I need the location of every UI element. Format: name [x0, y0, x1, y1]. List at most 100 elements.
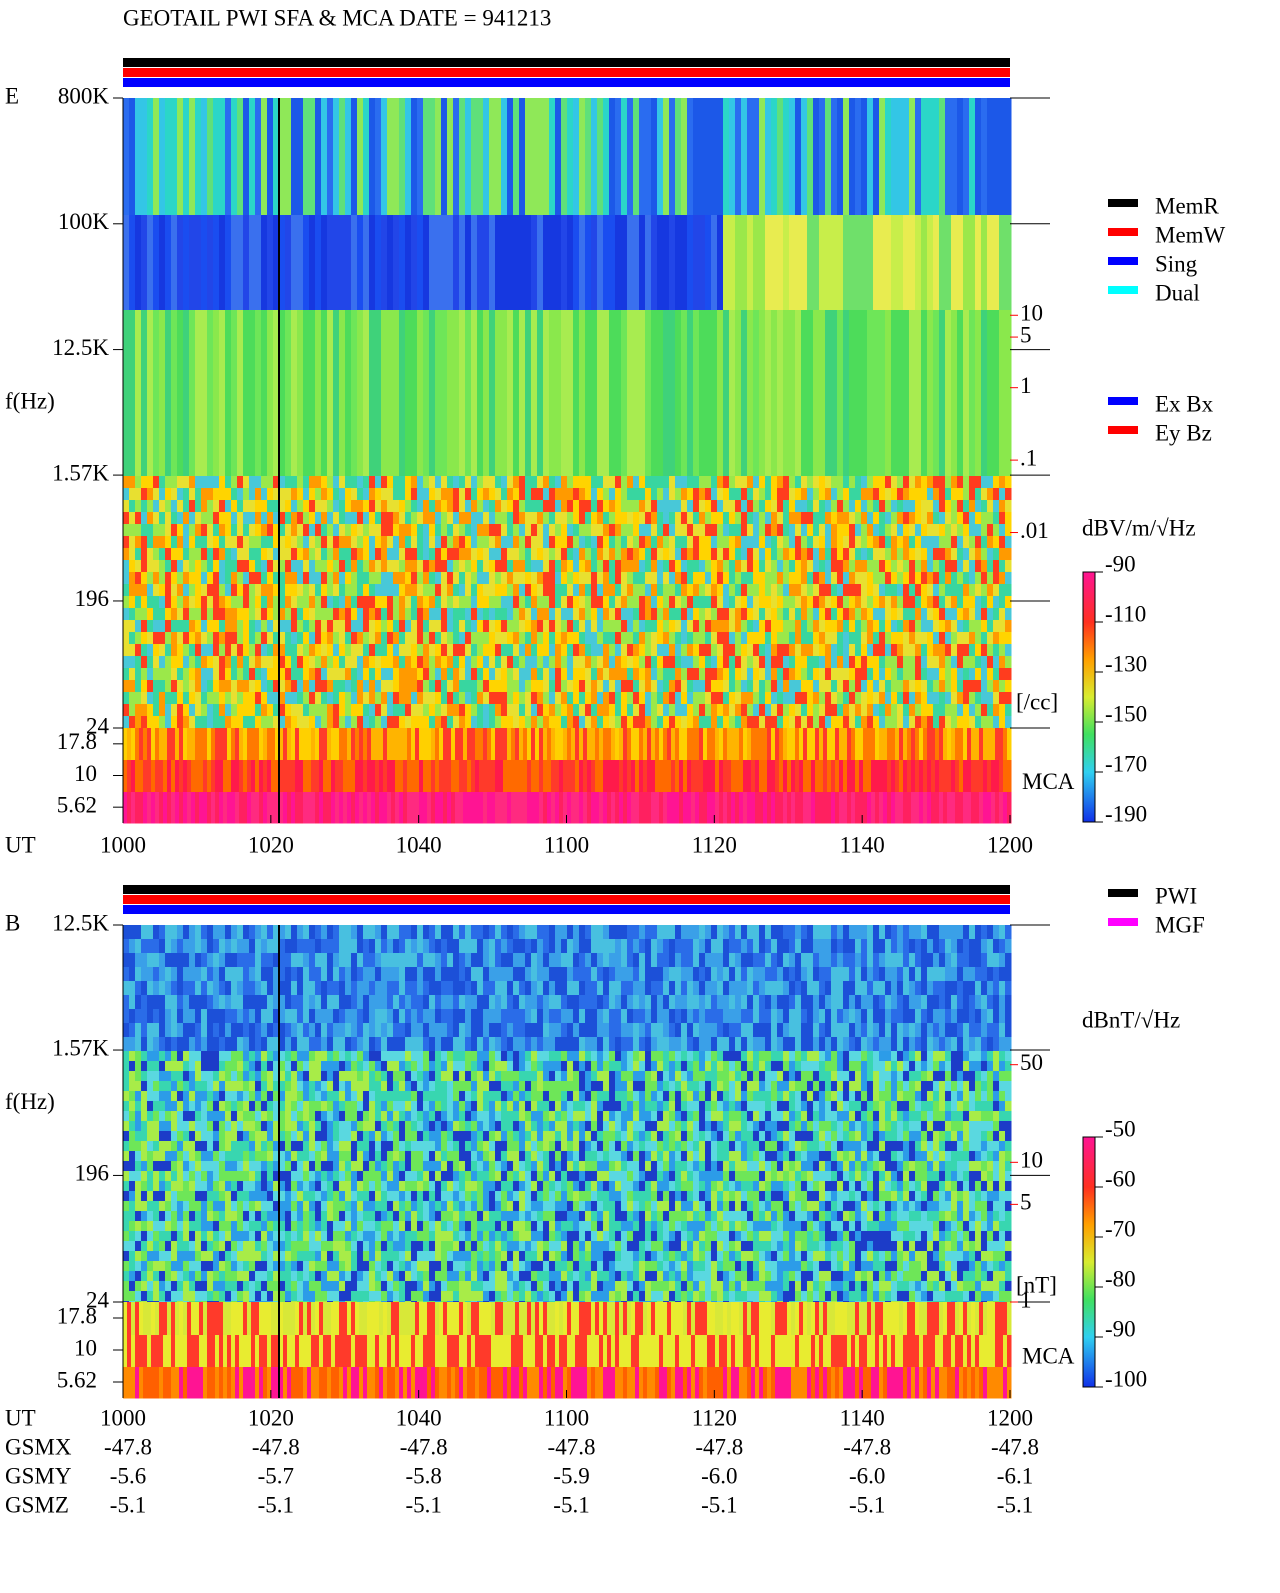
spectrogram-cell: [887, 792, 892, 824]
spectrogram-cell: [813, 656, 820, 669]
spectrogram-cell: [807, 584, 814, 597]
spectrogram-cell: [993, 584, 1000, 597]
spectrogram-cell: [219, 310, 226, 477]
spectrogram-cell: [261, 488, 268, 501]
spectrogram-cell: [705, 215, 712, 311]
spectrogram-cell: [375, 1023, 382, 1038]
spectrogram-cell: [381, 536, 388, 549]
spectrogram-cell: [231, 632, 238, 645]
spectrogram-cell: [153, 967, 160, 982]
spectrogram-cell: [213, 668, 220, 681]
spectrogram-cell: [399, 560, 406, 573]
spectrogram-cell: [681, 500, 688, 513]
spectrogram-cell: [939, 215, 946, 311]
spectrogram-cell: [237, 692, 244, 705]
spectrogram-cell: [507, 1009, 514, 1024]
spectrogram-cell: [525, 656, 532, 669]
spectrogram-cell: [513, 995, 520, 1010]
spectrogram-cell: [483, 1037, 490, 1052]
spectrogram-cell: [399, 608, 406, 621]
spectrogram-cell: [429, 668, 436, 681]
spectrogram-cell: [141, 560, 148, 573]
spectrogram-cell: [483, 967, 490, 982]
spectrogram-cell: [297, 668, 304, 681]
spectrogram-cell: [567, 716, 574, 729]
spectrogram-cell: [531, 792, 536, 824]
spectrogram-cell: [813, 608, 820, 621]
spectrogram-cell: [319, 760, 324, 793]
spectrogram-cell: [511, 792, 516, 824]
spectrogram-cell: [219, 512, 226, 525]
spectrogram-cell: [195, 716, 202, 729]
spectrogram-cell: [837, 548, 844, 561]
spectrogram-cell: [165, 1023, 172, 1038]
spectrogram-cell: [699, 644, 706, 657]
spectrogram-cell: [759, 644, 766, 657]
spectrogram-cell: [297, 488, 304, 501]
spectrogram-cell: [717, 668, 724, 681]
spectrogram-cell: [537, 644, 544, 657]
spectrogram-cell: [983, 792, 988, 824]
spectrogram-cell: [435, 692, 442, 705]
spectrogram-cell: [921, 560, 928, 573]
spectrogram-cell: [345, 967, 352, 982]
spectrogram-cell: [771, 572, 778, 585]
spectrogram-cell: [635, 792, 640, 824]
spectrogram-cell: [643, 792, 648, 824]
spectrogram-cell: [395, 792, 400, 824]
spectrogram-cell: [243, 792, 248, 824]
spectrogram-cell: [867, 476, 874, 489]
spectrogram-cell: [843, 524, 850, 537]
spectrogram-cell: [129, 632, 136, 645]
spectrogram-cell: [927, 792, 932, 824]
spectrogram-cell: [933, 620, 940, 633]
spectrogram-cell: [213, 596, 220, 609]
spectrogram-cell: [759, 632, 766, 645]
spectrogram-cell: [747, 760, 752, 793]
spectrogram-cell: [159, 536, 166, 549]
spectrogram-cell: [975, 644, 982, 657]
spectrogram-cell: [147, 981, 154, 996]
spectrogram-cell: [327, 680, 334, 693]
spectrogram-cell: [519, 560, 526, 573]
spectrogram-cell: [315, 939, 322, 954]
spectrogram-cell: [495, 981, 502, 996]
spectrogram-cell: [327, 512, 334, 525]
spectrogram-cell: [153, 476, 160, 489]
spectrogram-cell: [441, 1009, 448, 1024]
spectrogram-cell: [501, 98, 508, 216]
spectrogram-cell: [957, 656, 964, 669]
spectrogram-cell: [539, 728, 544, 761]
spectrogram-cell: [523, 728, 528, 761]
spectrogram-cell: [939, 620, 946, 633]
spectrogram-cell: [411, 953, 418, 968]
spectrogram-cell: [495, 995, 502, 1010]
spectrogram-cell: [261, 668, 268, 681]
spectrogram-cell: [177, 476, 184, 489]
spectrogram-cell: [459, 953, 466, 968]
spectrogram-cell: [825, 548, 832, 561]
spectrogram-cell: [873, 668, 880, 681]
x-tick-label: 1140: [840, 832, 885, 857]
spectrogram-cell: [645, 716, 652, 729]
spectrogram-cell: [567, 488, 574, 501]
spectrogram-cell: [297, 584, 304, 597]
spectrogram-cell: [405, 656, 412, 669]
spectrogram-cell: [141, 704, 148, 717]
spectrogram-cell: [681, 215, 688, 311]
spectrogram-cell: [681, 584, 688, 597]
spectrogram-cell: [255, 476, 262, 489]
spectrogram-cell: [283, 728, 288, 761]
spectrogram-cell: [855, 476, 862, 489]
spectrogram-cell: [693, 620, 700, 633]
spectrogram-cell: [861, 215, 868, 311]
spectrogram-cell: [207, 98, 214, 216]
spectrogram-cell: [267, 584, 274, 597]
spectrogram-cell: [801, 98, 808, 216]
spectrogram-cell: [813, 632, 820, 645]
spectrogram-cell: [1005, 560, 1012, 573]
spectrogram-cell: [429, 939, 436, 954]
spectrogram-cell: [711, 716, 718, 729]
spectrogram-cell: [321, 680, 328, 693]
spectrogram-cell: [693, 668, 700, 681]
